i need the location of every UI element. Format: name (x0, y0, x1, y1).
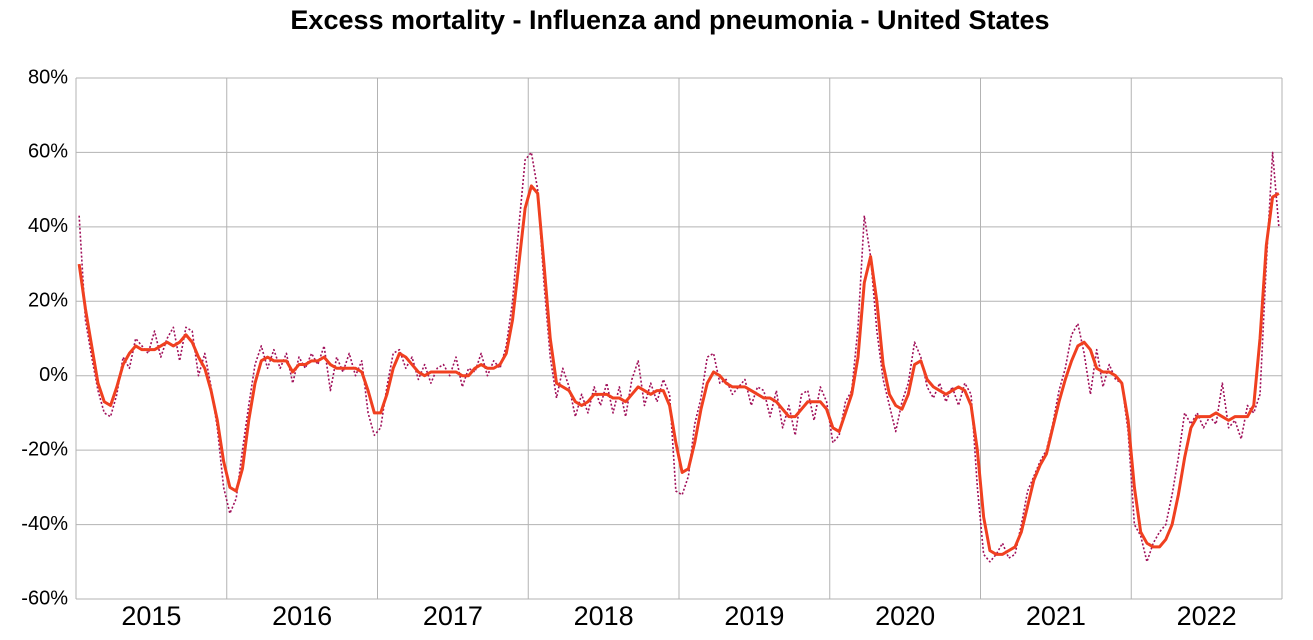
x-tick-label: 2016 (272, 601, 332, 631)
x-tick-label: 2019 (724, 601, 784, 631)
y-tick-label: 20% (28, 290, 68, 312)
x-tick-label: 2020 (875, 601, 935, 631)
y-tick-label: 40% (28, 215, 68, 237)
y-tick-label: 80% (28, 66, 68, 88)
y-tick-label: 60% (28, 141, 68, 163)
x-tick-label: 2018 (574, 601, 634, 631)
x-tick-label: 2015 (121, 601, 181, 631)
x-tick-label: 2022 (1177, 601, 1237, 631)
chart-title: Excess mortality - Influenza and pneumon… (290, 5, 1049, 35)
y-tick-label: 0% (39, 364, 68, 386)
y-tick-label: -20% (21, 438, 68, 460)
x-tick-label: 2017 (423, 601, 483, 631)
y-tick-label: -60% (21, 587, 68, 609)
series-line (77, 184, 1280, 556)
x-tick-label: 2021 (1026, 601, 1086, 631)
y-tick-label: -40% (21, 513, 68, 535)
series-line (78, 151, 1280, 563)
